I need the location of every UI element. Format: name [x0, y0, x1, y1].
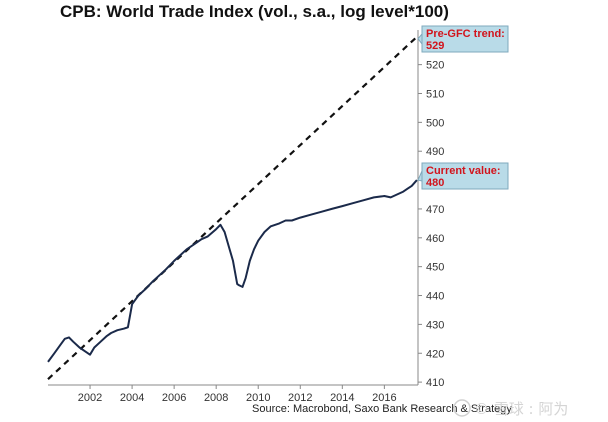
- callout-value: 480: [426, 177, 444, 189]
- plot-area: 2002 2004 2006 2008 2010 2012 2014 2016 4104204…: [47, 30, 444, 404]
- x-axis-ticks: 2002 2004 2006 2008 2010 2012 2014 2016: [78, 385, 397, 404]
- world-trade-index-line: [47, 179, 418, 363]
- y-tick-label: 450: [426, 262, 444, 274]
- current-value-callout: Current value: 480: [417, 162, 509, 190]
- callout-pointer: [417, 32, 423, 46]
- pre-gfc-trend-callout: Pre-GFC trend: 529: [417, 25, 509, 53]
- y-tick-label: 460: [426, 233, 444, 245]
- chart-source: Source: Macrobond, Saxo Bank Research & …: [252, 403, 512, 415]
- callout-pointer: [417, 170, 423, 182]
- x-tick-label: 2012: [288, 392, 312, 404]
- y-axis-ticks: 410 420 430 440 450 460 470 480 490 500 510 520: [418, 60, 444, 389]
- y-tick-label: 510: [426, 88, 444, 100]
- callout-value: 529: [426, 40, 444, 52]
- x-tick-label: 2008: [204, 392, 228, 404]
- x-tick-label: 2006: [162, 392, 186, 404]
- y-tick-label: 420: [426, 348, 444, 360]
- callout-label: Pre-GFC trend:: [426, 28, 505, 40]
- y-tick-label: 490: [426, 146, 444, 158]
- y-tick-label: 440: [426, 291, 444, 303]
- y-tick-label: 410: [426, 377, 444, 389]
- x-tick-label: 2016: [372, 392, 396, 404]
- callout-label: Current value:: [426, 165, 501, 177]
- callout-box: [421, 162, 509, 190]
- x-tick-label: 2002: [78, 392, 102, 404]
- pre-gfc-trend-line: [47, 34, 419, 381]
- y-tick-label: 520: [426, 60, 444, 72]
- x-tick-label: 2010: [246, 392, 270, 404]
- watermark-logo-icon: [453, 399, 471, 417]
- callout-box: [421, 25, 509, 53]
- x-tick-label: 2004: [120, 392, 144, 404]
- y-tick-label: 500: [426, 117, 444, 129]
- watermark: © 雪球 : 阿为: [453, 399, 568, 418]
- y-tick-label: 430: [426, 319, 444, 331]
- watermark-text: © 雪球 : 阿为: [474, 400, 568, 418]
- chart-title: CPB: World Trade Index (vol., s.a., log …: [60, 2, 449, 21]
- y-tick-label: 470: [426, 204, 444, 216]
- x-tick-label: 2014: [330, 392, 354, 404]
